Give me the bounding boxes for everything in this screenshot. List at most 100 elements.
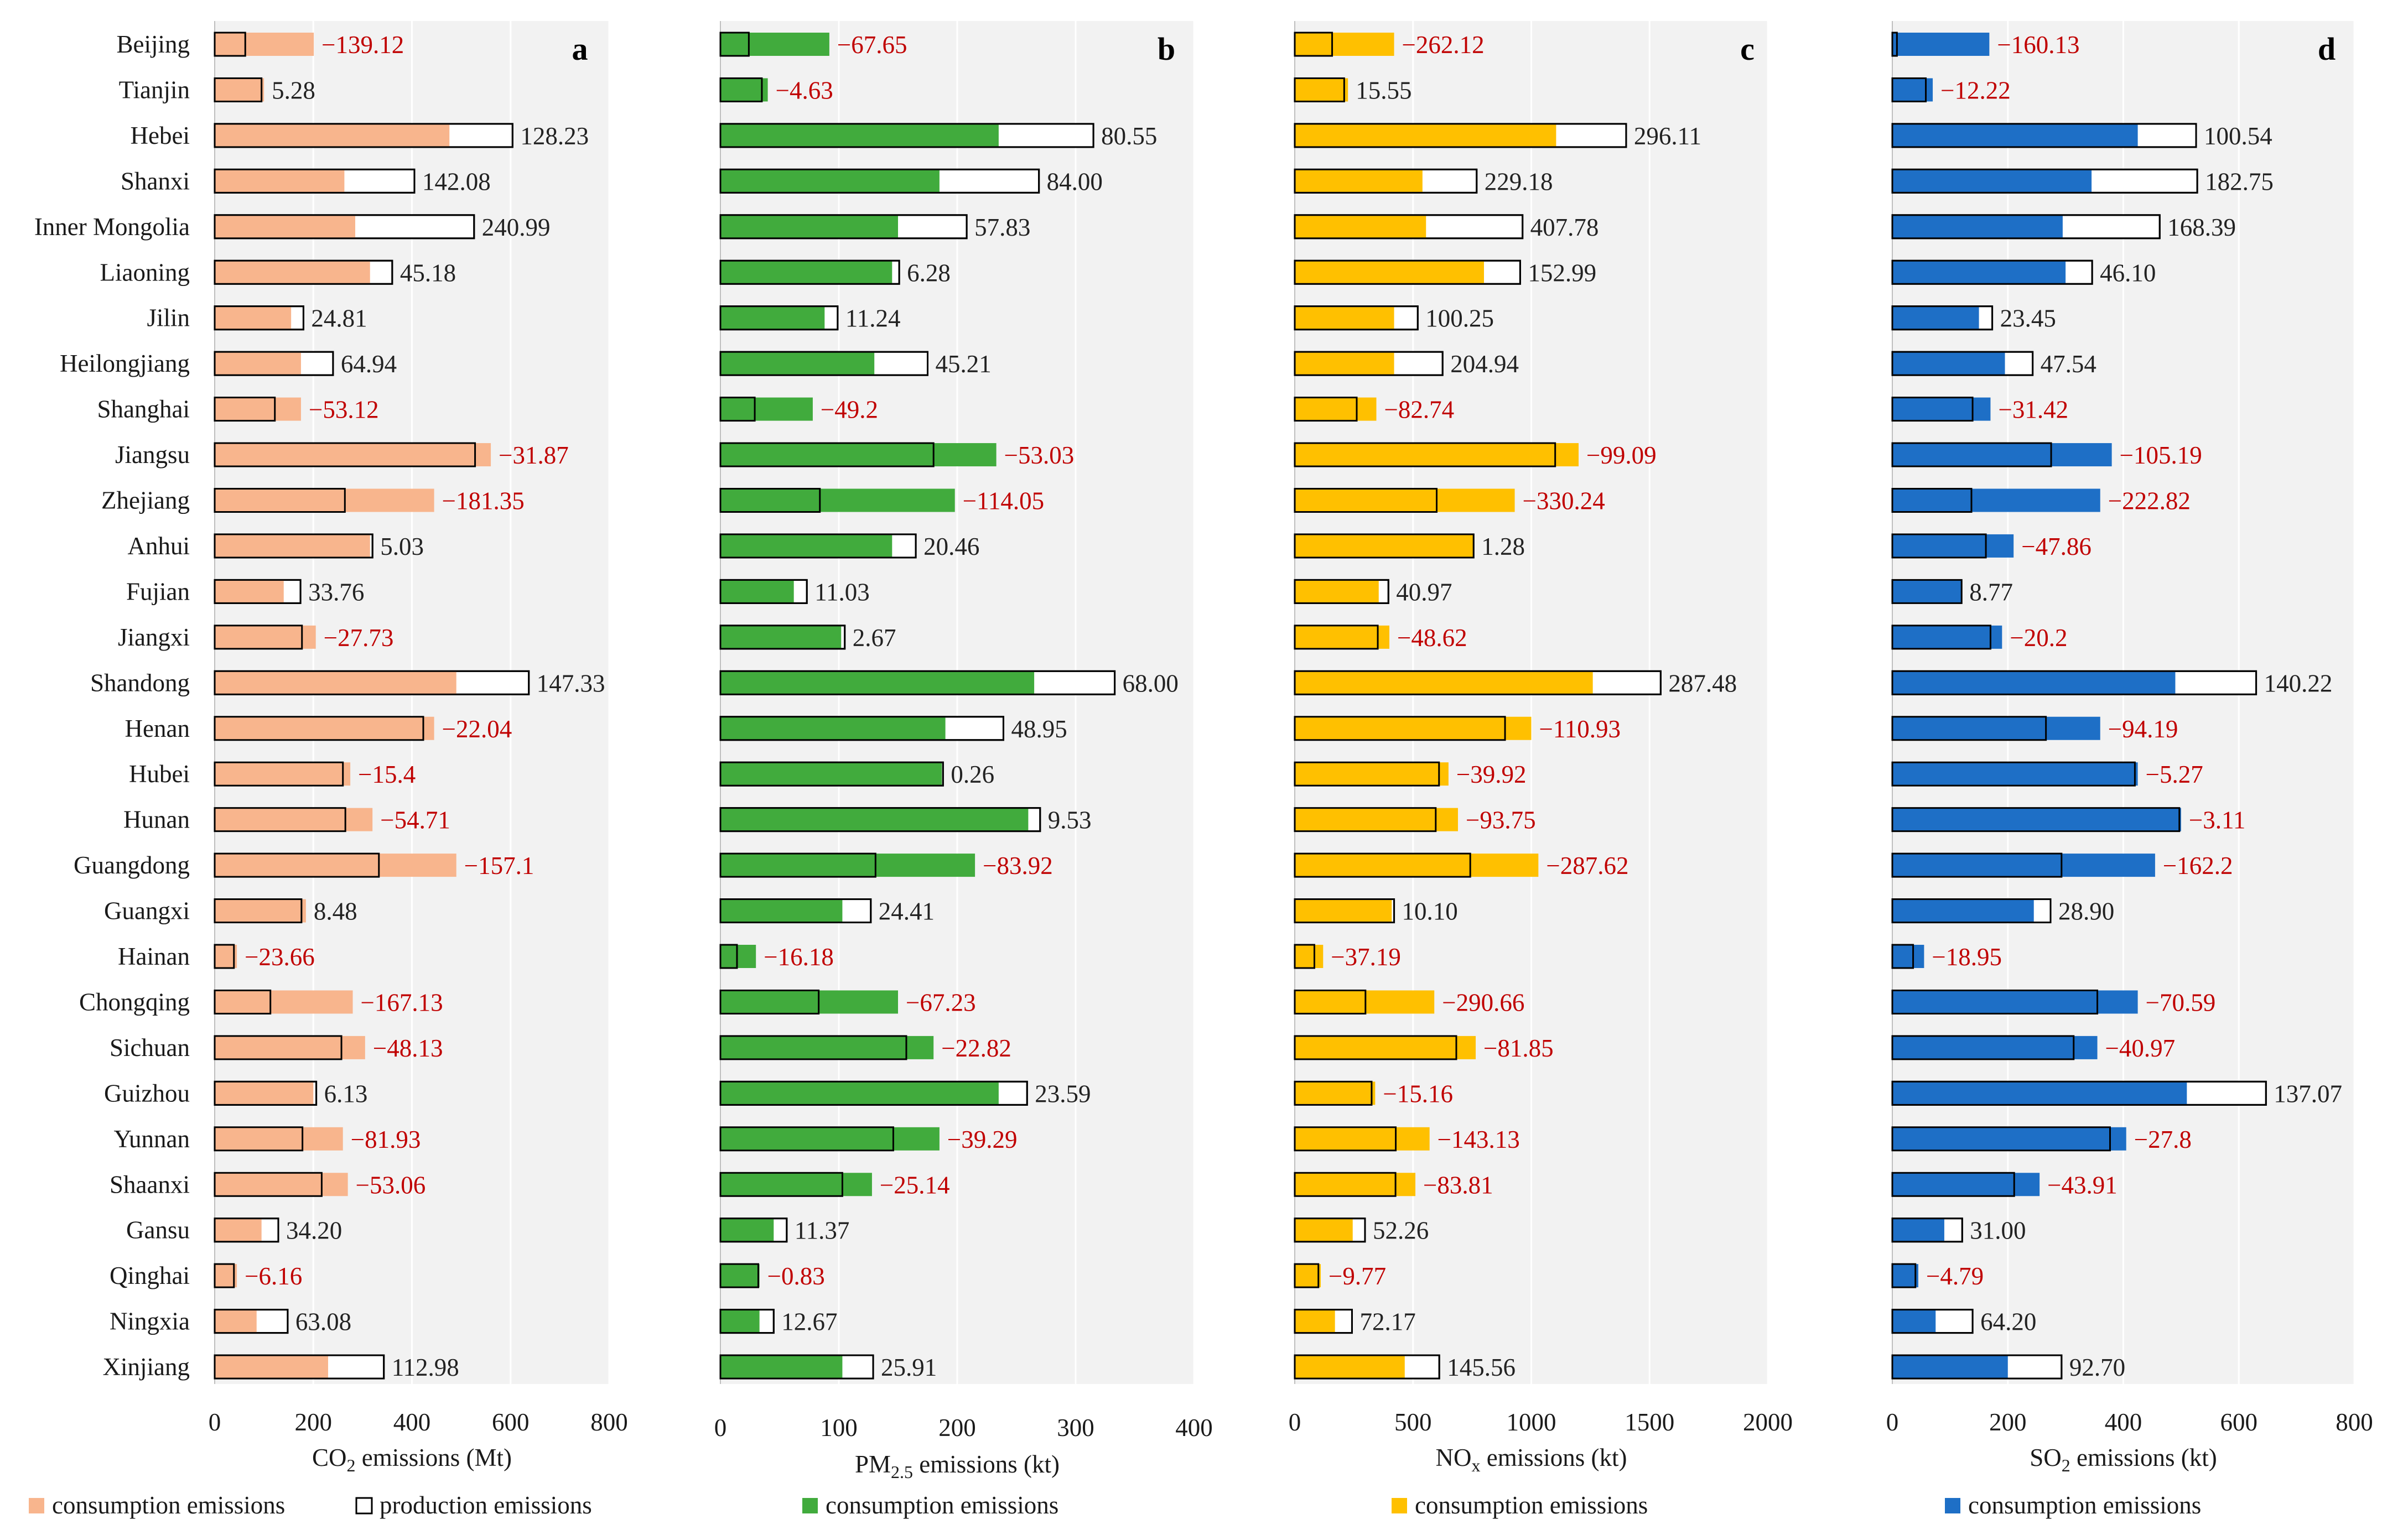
province-label-qinghai: Qinghai (110, 1262, 190, 1289)
province-label-jilin: Jilin (147, 304, 190, 332)
consumption-bar-overlay-jilin (215, 306, 292, 330)
value-label-jiangsu: −31.87 (499, 441, 569, 469)
province-label-heilongjiang: Heilongjiang (60, 350, 190, 377)
value-label-guangxi: 10.10 (1402, 898, 1458, 925)
province-label-chongqing: Chongqing (79, 988, 190, 1016)
production-bar-beijing (719, 32, 750, 57)
consumption-bar-overlay-jilin (720, 306, 825, 330)
x-tick-label-100: 100 (820, 1414, 858, 1442)
production-bar-tianjin (1891, 77, 1927, 102)
production-bar-jiangxi (214, 625, 303, 650)
value-label-henan: 48.95 (1011, 715, 1067, 743)
x-tick-label-1000: 1000 (1507, 1408, 1556, 1436)
value-label-shanghai: −31.42 (1998, 396, 2068, 424)
value-label-ningxia: 12.67 (781, 1308, 837, 1336)
production-bar-outline-jiangxi (719, 625, 846, 650)
production-bar-outline-fujian (1294, 579, 1389, 604)
value-label-shanghai: −82.74 (1384, 396, 1454, 424)
production-bar-outline-guizhou (214, 1080, 318, 1106)
consumption-bar-chongqing (1295, 990, 1435, 1014)
consumption-bar-overlay-xinjiang (1295, 1355, 1405, 1379)
consumption-bar-hunan (1295, 808, 1458, 831)
production-bar-yunnan (1294, 1126, 1397, 1152)
production-bar-outline-gansu (719, 1218, 788, 1243)
production-bar-outline-shanxi (214, 168, 416, 194)
province-label-anhui: Anhui (128, 532, 190, 560)
province-label-fujian: Fujian (126, 578, 190, 605)
production-bar-shanghai (1294, 397, 1358, 422)
province-label-tianjin: Tianjin (119, 76, 190, 103)
production-bar-outline-heilongjiang (1294, 351, 1444, 376)
value-label-anhui: 5.03 (380, 533, 424, 560)
consumption-bar-jiangsu (1295, 443, 1579, 467)
value-label-shanxi: 229.18 (1485, 168, 1553, 195)
consumption-bar-yunnan (1295, 1127, 1430, 1151)
production-bar-shaanxi (214, 1172, 323, 1197)
legend-swatch-consumption (1392, 1498, 1407, 1513)
value-label-fujian: 11.03 (814, 578, 870, 606)
province-label-guangdong: Guangdong (74, 851, 190, 879)
production-bar-beijing (1891, 32, 1898, 57)
legend-label-consumption: consumption emissions (52, 1491, 285, 1519)
consumption-bar-hainan (1892, 945, 1924, 968)
x-tick-label-0: 0 (1886, 1408, 1899, 1436)
consumption-bar-shanghai (720, 397, 813, 421)
consumption-bar-overlay-guizhou (720, 1081, 999, 1105)
production-bar-zhejiang (1891, 488, 1973, 513)
production-bar-chongqing (1891, 989, 2099, 1014)
production-bar-outline-anhui (719, 533, 917, 559)
legend-item-consumption: consumption emissions (802, 1491, 1058, 1519)
production-bar-shaanxi (1294, 1172, 1397, 1197)
production-bar-shaanxi (1891, 1172, 2015, 1197)
production-bar-outline-liaoning (214, 259, 393, 285)
consumption-bar-henan (215, 716, 434, 740)
production-bar-shanghai (1891, 397, 1974, 422)
consumption-bar-guizhou (1295, 1081, 1376, 1105)
x-tick-label-800: 800 (2336, 1408, 2373, 1436)
production-bar-chongqing (719, 989, 820, 1014)
production-bar-qinghai (719, 1263, 759, 1288)
production-bar-zhejiang (719, 488, 821, 513)
production-bar-sichuan (1891, 1035, 2075, 1060)
x-tick-label-0: 0 (714, 1414, 727, 1442)
consumption-bar-zhejiang (720, 488, 955, 512)
legend-item-consumption: consumption emissions (1945, 1491, 2201, 1519)
value-label-anhui: −47.86 (2021, 533, 2092, 560)
consumption-bar-overlay-jilin (1892, 306, 1979, 330)
consumption-bar-shaanxi (1295, 1173, 1416, 1196)
production-bar-outline-shanxi (1294, 168, 1478, 194)
value-label-heilongjiang: 45.21 (936, 350, 992, 378)
production-bar-sichuan (719, 1035, 907, 1060)
consumption-bar-overlay-shandong (1892, 671, 2176, 695)
value-label-xinjiang: 145.56 (1447, 1354, 1516, 1381)
consumption-bar-overlay-xinjiang (720, 1355, 843, 1379)
production-bar-yunnan (214, 1126, 304, 1152)
value-label-tianjin: 5.28 (272, 76, 315, 104)
legend-label-consumption: consumption emissions (1968, 1491, 2201, 1519)
consumption-bar-overlay-xinjiang (1892, 1355, 2008, 1379)
production-bar-outline-ningxia (719, 1309, 775, 1334)
legend-item-consumption: consumption emissions (29, 1491, 285, 1519)
production-bar-outline-ningxia (1891, 1309, 1974, 1334)
consumption-bar-overlay-inner-mongolia (720, 215, 898, 238)
production-bar-hainan (214, 944, 235, 969)
production-bar-outline-guizhou (719, 1080, 1028, 1106)
x-tick-label-200: 200 (1989, 1408, 2027, 1436)
province-label-beijing: Beijing (117, 30, 190, 58)
production-bar-outline-ningxia (214, 1309, 289, 1334)
consumption-bar-hainan (1295, 945, 1324, 968)
consumption-bar-hunan (1892, 808, 2181, 831)
consumption-bar-jiangxi (215, 625, 316, 649)
panel-letter-c: c (1740, 31, 1755, 67)
value-label-hubei: −5.27 (2146, 761, 2203, 788)
value-label-guangdong: −83.92 (983, 852, 1053, 880)
value-label-fujian: 8.77 (1969, 578, 2013, 606)
value-label-inner-mongolia: 240.99 (482, 214, 551, 241)
consumption-bar-overlay-gansu (1892, 1218, 1944, 1242)
consumption-bar-overlay-ningxia (1295, 1309, 1335, 1333)
province-label-zhejiang: Zhejiang (101, 487, 190, 514)
value-label-jiangsu: −99.09 (1586, 441, 1657, 469)
consumption-bar-overlay-shanxi (1892, 169, 2092, 193)
